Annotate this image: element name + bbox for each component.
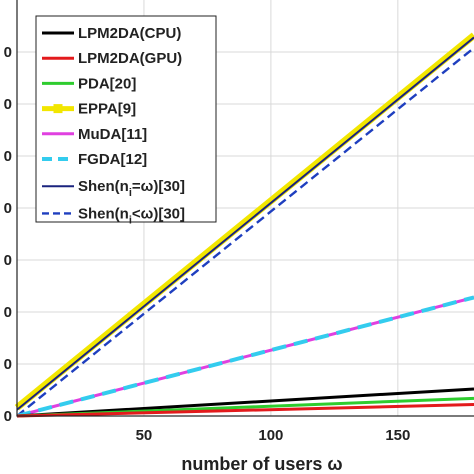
legend-label: LPM2DA(GPU): [78, 50, 182, 67]
legend-item: EPPA[9]: [42, 101, 136, 118]
series-line-0: [16, 387, 474, 418]
legend-item: PDA[20]: [42, 75, 136, 92]
legend-label: MuDA[11]: [78, 126, 147, 143]
series-line-1: [16, 403, 474, 418]
legend-item: Shen(ni<ω)[30]: [42, 205, 185, 226]
legend-label: LPM2DA(CPU): [78, 25, 181, 42]
y-tick-label: 0: [4, 44, 12, 61]
legend-label: Shen(ni=ω)[30]: [78, 178, 185, 199]
x-axis-title: number of users ω: [181, 454, 342, 474]
series-line-6: [16, 36, 474, 411]
y-tick-label: 0: [4, 408, 12, 425]
tick-labels: 50 100 150 0 0 0 0 0 0 0 0: [4, 44, 411, 444]
series-line-5: [16, 295, 474, 418]
legend-label: PDA[20]: [78, 75, 136, 92]
legend-item: LPM2DA(CPU): [42, 25, 181, 42]
x-tick-label: 50: [136, 427, 153, 444]
y-tick-label: 0: [4, 148, 12, 165]
y-tick-label: 0: [4, 304, 12, 321]
legend-label: FGDA[12]: [78, 151, 147, 168]
legend-item: LPM2DA(GPU): [42, 50, 182, 67]
series-line-3: [14, 32, 474, 411]
x-tick-label: 100: [258, 427, 283, 444]
y-tick-label: 0: [4, 96, 12, 113]
legend-item: Shen(ni=ω)[30]: [42, 178, 185, 199]
legend-item: MuDA[11]: [42, 126, 147, 143]
legend-marker: [53, 104, 63, 114]
y-tick-label: 0: [4, 200, 12, 217]
legend-item: FGDA[12]: [42, 151, 147, 168]
x-tick-label: 150: [385, 427, 410, 444]
legend-label: Shen(ni<ω)[30]: [78, 205, 185, 226]
series-lines: [14, 32, 474, 418]
legend-box: [35, 15, 217, 223]
legend: LPM2DA(CPU) LPM2DA(GPU) PDA[20] EPPA[9] MuDA…: [35, 15, 217, 226]
legend-label: EPPA[9]: [78, 101, 136, 118]
y-tick-label: 0: [4, 356, 12, 373]
axes-box: [16, 0, 474, 417]
y-tick-label: 0: [4, 252, 12, 269]
